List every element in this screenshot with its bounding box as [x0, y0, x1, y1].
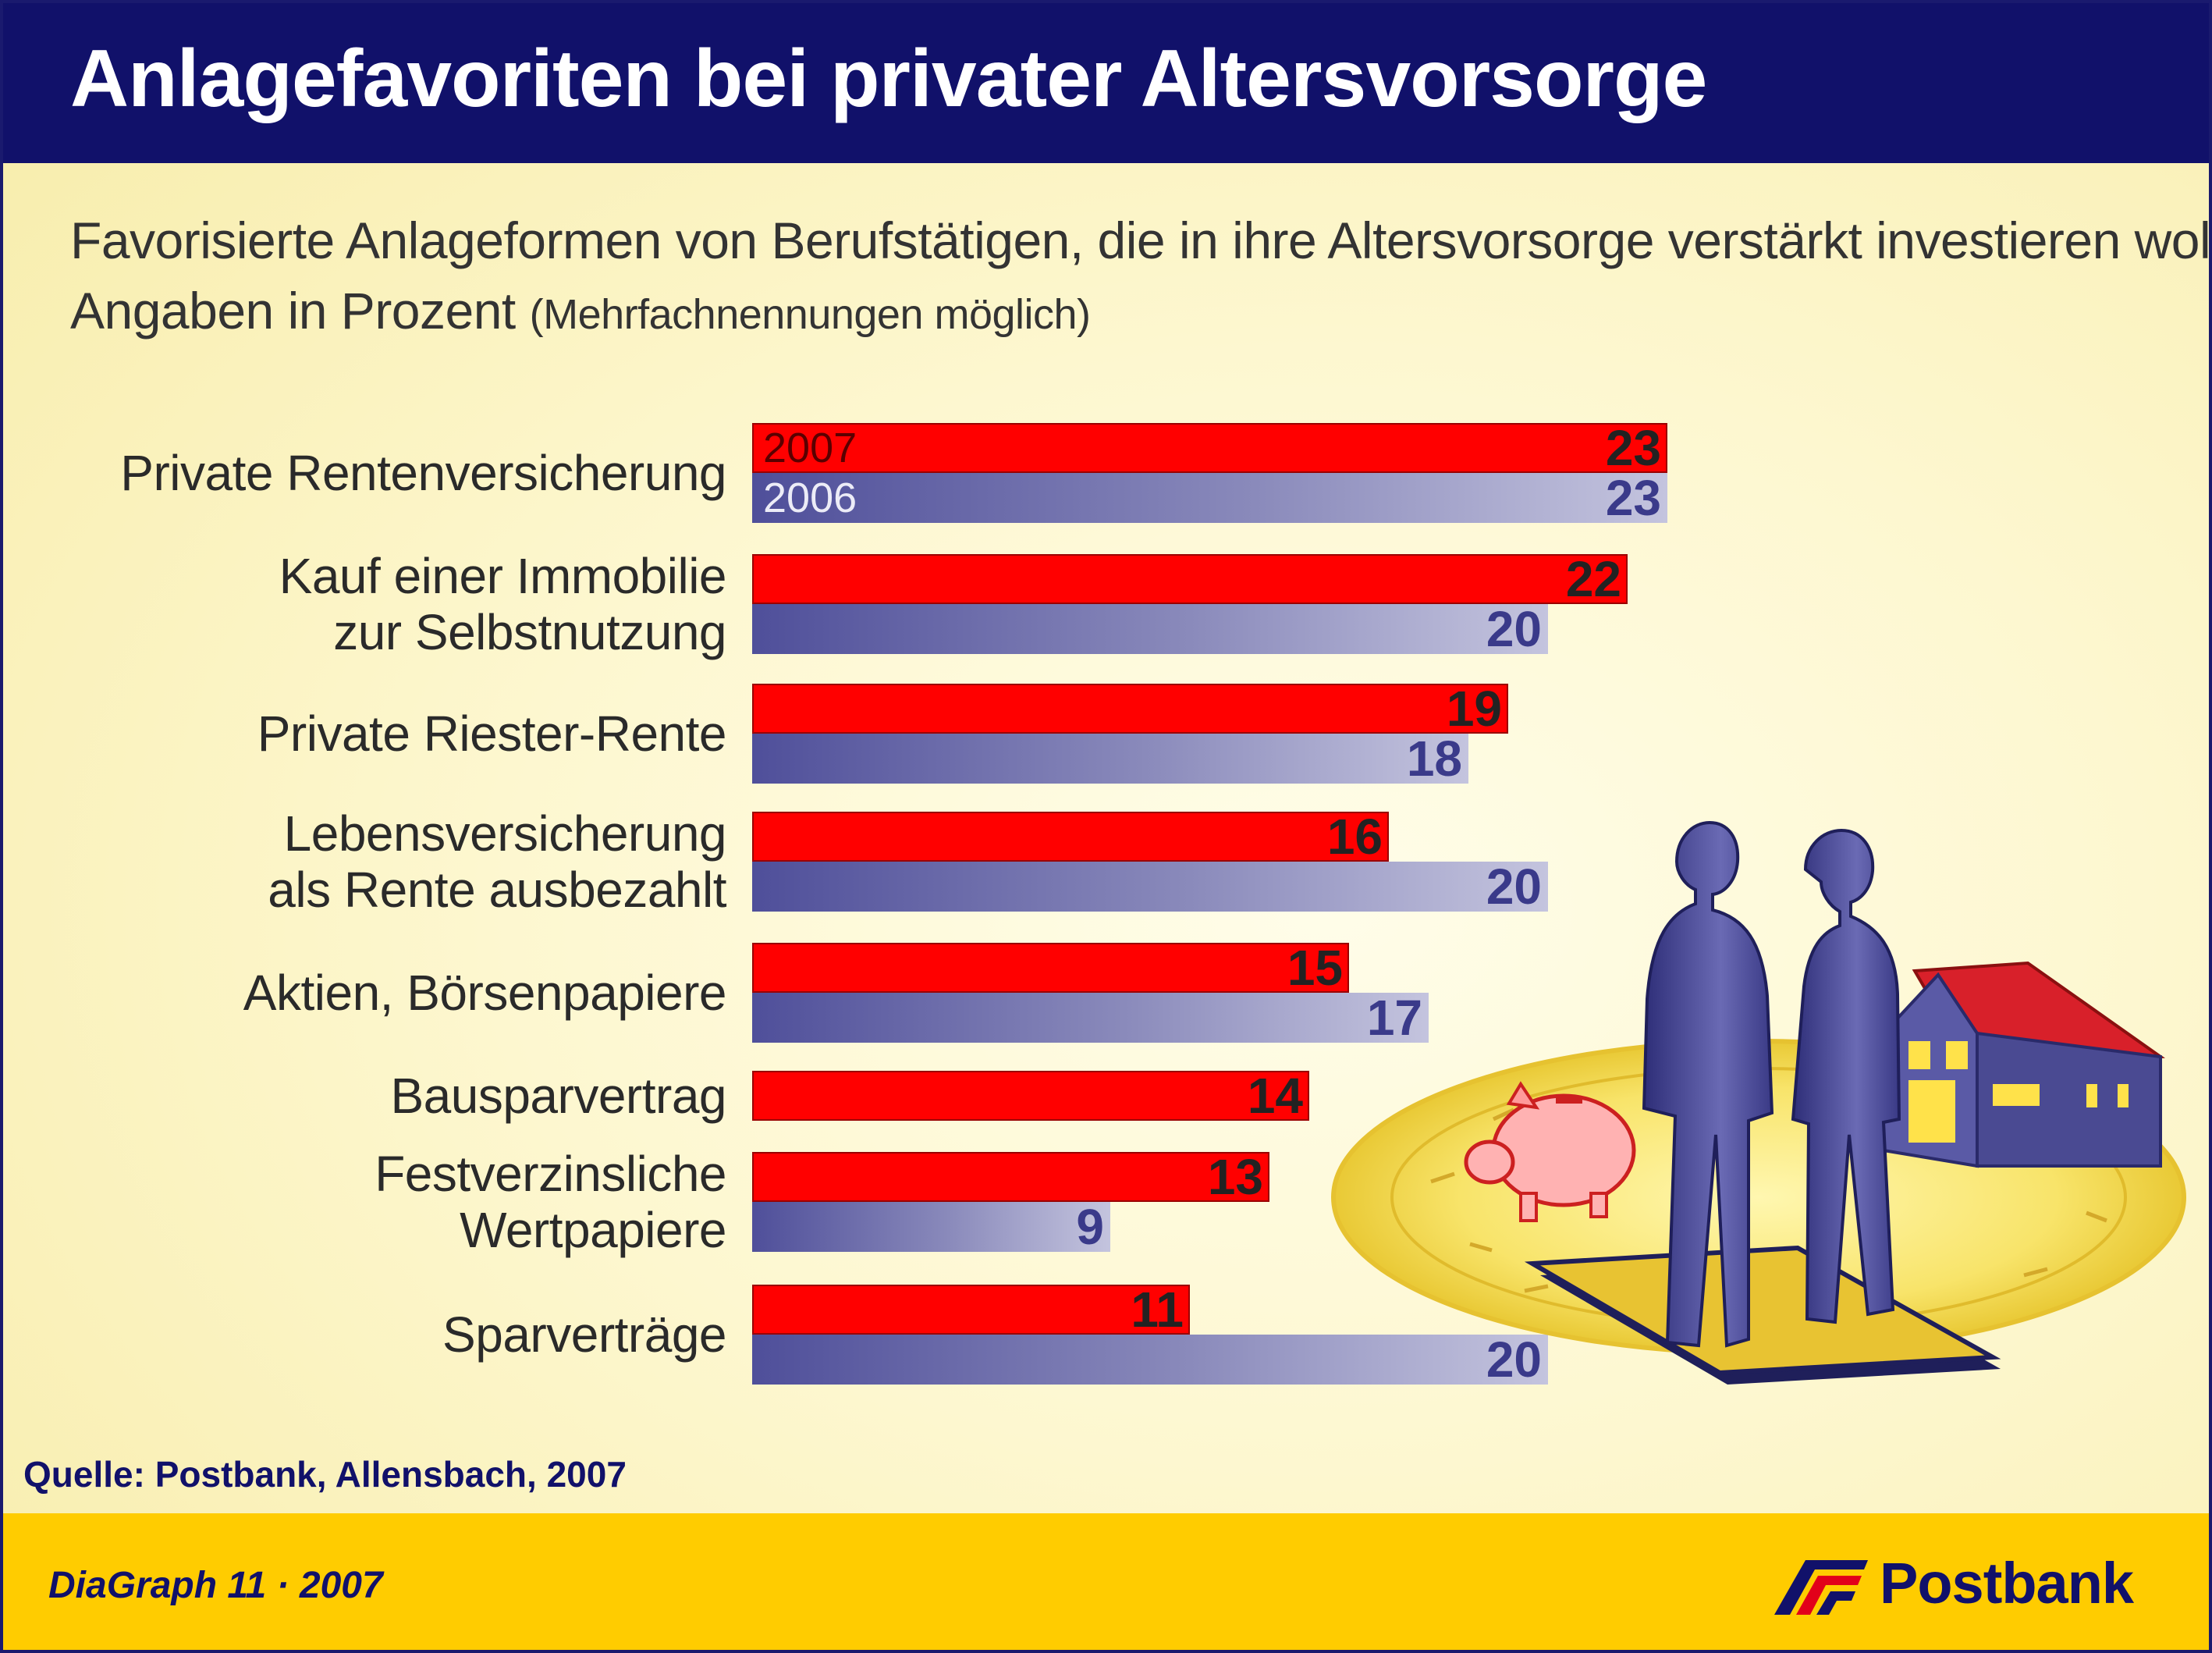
value-label-2006: 20 — [1486, 858, 1542, 915]
legend-year-2006: 2006 — [763, 475, 857, 521]
bar-2006 — [752, 473, 1667, 523]
category-label: Bausparvertrag — [390, 1068, 726, 1124]
unit-line: Angaben in Prozent (Mehrfachnennungen mö… — [70, 283, 1091, 339]
legend-year-2007: 2007 — [763, 425, 857, 471]
bar-2007 — [752, 684, 1508, 734]
bar-2007 — [752, 1285, 1190, 1335]
bar-2006 — [752, 1335, 1548, 1385]
category-label-line: Wertpapiere — [460, 1202, 726, 1258]
source-note: Quelle: Postbank, Allensbach, 2007 — [23, 1454, 627, 1495]
bar-2006 — [752, 604, 1548, 654]
value-label-2007: 16 — [1326, 809, 1383, 865]
people-silhouette-icon — [1524, 820, 2001, 1385]
category-label: Private Riester-Rente — [257, 706, 727, 762]
title-bar: Anlagefavoriten bei privater Altersvorso… — [3, 3, 2209, 163]
multiple-answers-note: (Mehrfachnennungen möglich) — [529, 291, 1091, 338]
chart-title: Anlagefavoriten bei privater Altersvorso… — [70, 34, 1707, 124]
illustration — [1331, 820, 2186, 1385]
unit-label: Angaben in Prozent — [70, 282, 516, 339]
bar-2007 — [752, 1152, 1269, 1202]
category-label-line: Aktien, Börsenpapiere — [243, 965, 727, 1021]
bar-2007 — [752, 554, 1628, 604]
category-label: Festverzinsliche Wertpapiere — [375, 1146, 726, 1258]
bar-2006 — [752, 734, 1468, 784]
value-label-2006: 18 — [1406, 731, 1462, 787]
value-label-2007: 19 — [1446, 681, 1502, 737]
bar-2006 — [752, 862, 1548, 912]
chart-subtitle: Favorisierte Anlageformen von Berufstäti… — [70, 212, 2212, 269]
value-label-2006: 20 — [1486, 1331, 1542, 1388]
value-label-2006: 17 — [1366, 990, 1422, 1046]
postbank-logo-icon — [1774, 1560, 1868, 1615]
value-label-2006: 23 — [1605, 470, 1661, 526]
category-label: Aktien, Börsenpapiere — [243, 965, 727, 1021]
category-label-line: Bausparvertrag — [390, 1068, 726, 1124]
postbank-brand: Postbank — [1880, 1551, 2134, 1616]
category-label-line: Festverzinsliche — [375, 1146, 726, 1202]
piggy-bank-icon — [1464, 1081, 1636, 1222]
category-label-line: Lebensversicherung — [283, 805, 727, 862]
category-label-line: Sparverträge — [442, 1306, 726, 1363]
bar-2006 — [752, 993, 1429, 1043]
category-label: Sparverträge — [442, 1306, 726, 1363]
bar-2007 — [752, 1071, 1309, 1121]
category-label: Lebensversicherung als Rente ausbezahlt — [268, 805, 726, 918]
value-label-2007: 22 — [1565, 551, 1621, 607]
bar-2006 — [752, 1202, 1110, 1252]
value-label-2007: 13 — [1207, 1149, 1263, 1205]
diagraph-id: DiaGraph 11 · 2007 — [48, 1565, 383, 1606]
value-label-2007: 11 — [1131, 1282, 1184, 1338]
category-label-line: Private Rentenversicherung — [120, 445, 726, 501]
category-label-line: als Rente ausbezahlt — [268, 862, 726, 918]
value-label-2007: 14 — [1247, 1068, 1303, 1124]
category-label: Private Rentenversicherung — [120, 445, 726, 501]
category-label-line: zur Selbstnutzung — [333, 604, 726, 660]
value-label-2007: 15 — [1287, 940, 1343, 996]
value-label-2006: 20 — [1486, 601, 1542, 657]
value-label-2007: 23 — [1605, 420, 1661, 476]
category-label: Kauf einer Immobilie zur Selbstnutzung — [279, 548, 727, 660]
bar-2007 — [752, 812, 1389, 862]
bar-2007 — [752, 943, 1349, 993]
bar-2007 — [752, 423, 1667, 473]
category-label-line: Kauf einer Immobilie — [279, 548, 727, 604]
value-label-2006: 9 — [1076, 1199, 1104, 1255]
house-icon — [1882, 961, 2165, 1168]
category-label-line: Private Riester-Rente — [257, 706, 727, 762]
